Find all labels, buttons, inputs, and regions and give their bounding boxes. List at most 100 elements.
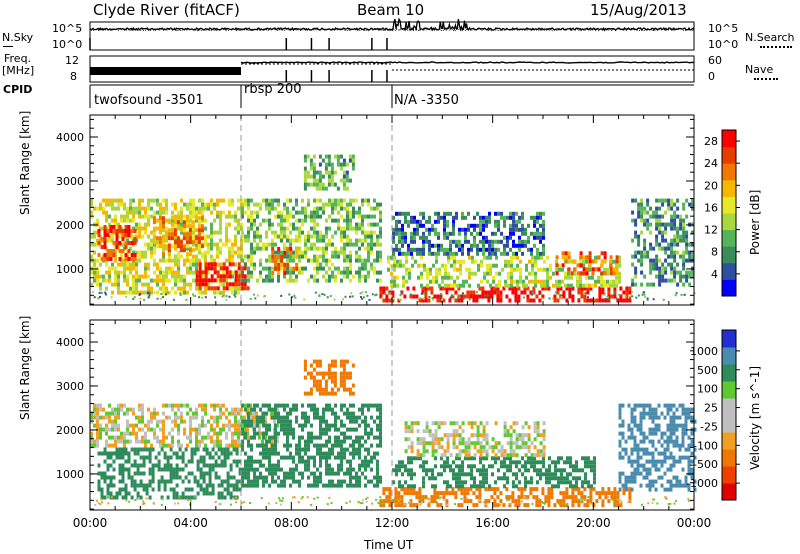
freq-band-twofsound bbox=[90, 67, 241, 75]
velocity-cbar-tick-2: 100 bbox=[697, 383, 718, 396]
freq-tick-top: 12 bbox=[65, 54, 79, 67]
power-colorbar-swatch-9 bbox=[722, 130, 736, 148]
nsky-series bbox=[90, 17, 695, 32]
velocity-cbar-tick-7: -1000 bbox=[686, 477, 718, 490]
velocity-colorbar-swatch-2 bbox=[722, 449, 736, 467]
freq-label: Freq. bbox=[4, 52, 32, 65]
nsky-label: N.Sky bbox=[2, 31, 34, 44]
velocity-colorbar-swatch-6 bbox=[722, 381, 736, 399]
power-cbar-tick-6: 28 bbox=[704, 135, 718, 148]
time-tick-1: 04:00 bbox=[173, 516, 208, 530]
time-tick-2: 08:00 bbox=[274, 516, 309, 530]
velocity-cbar-tick-6: -500 bbox=[693, 458, 718, 471]
power-region-11 bbox=[631, 198, 695, 287]
velocity-ytick-1000: 1000 bbox=[56, 468, 84, 481]
velocity-cbar-tick-3: 25 bbox=[704, 402, 718, 415]
velocity-colorbar-swatch-3 bbox=[722, 432, 736, 450]
velocity-cbar-tick-4: -25 bbox=[700, 420, 718, 433]
velocity-colorbar-swatch-0 bbox=[722, 483, 736, 501]
power-region-4 bbox=[241, 198, 382, 283]
velocity-cbar-tick-0: 1000 bbox=[690, 345, 718, 358]
power-region-1 bbox=[97, 225, 137, 261]
velocity-colorbar-swatch-4 bbox=[722, 415, 736, 433]
power-region-5 bbox=[271, 246, 299, 275]
power-cbar-tick-5: 24 bbox=[704, 157, 718, 170]
nave-tick-bottom: 0 bbox=[708, 70, 715, 83]
power-cbar-tick-3: 16 bbox=[704, 201, 718, 214]
velocity-ylabel: Slant Range [km] bbox=[18, 315, 32, 420]
cpid-segment-3: N/A -3350 bbox=[394, 93, 459, 108]
power-colorbar-frame bbox=[721, 129, 737, 297]
power-ytick-4000: 4000 bbox=[56, 131, 84, 144]
nave-tick-top: 60 bbox=[708, 54, 722, 67]
power-colorbar-swatch-6 bbox=[722, 179, 736, 197]
power-region-2 bbox=[195, 262, 250, 291]
power-cbar-tick-1: 8 bbox=[711, 246, 718, 259]
power-cbar-tick-0: 4 bbox=[711, 268, 718, 281]
power-region-3 bbox=[152, 216, 204, 257]
power-region-6 bbox=[303, 154, 355, 191]
velocity-ytick-4000: 4000 bbox=[56, 336, 84, 349]
velocity-ytick-2000: 2000 bbox=[56, 424, 84, 437]
beam-title: Beam 10 bbox=[357, 1, 425, 19]
power-colorbar-swatch-8 bbox=[722, 146, 736, 164]
velocity-colorbar-label: Velocity [m s^-1] bbox=[748, 365, 762, 470]
power-panel bbox=[89, 114, 696, 306]
power-region-9 bbox=[392, 211, 545, 256]
nave-label: Nave bbox=[745, 63, 774, 76]
cpid-segment-1: twofsound -3501 bbox=[94, 93, 204, 108]
velocity-cbar-tick-5: -100 bbox=[693, 439, 718, 452]
power-colorbar-swatch-7 bbox=[722, 163, 736, 181]
time-tick-4: 16:00 bbox=[475, 516, 510, 530]
power-colorbar-swatch-4 bbox=[722, 213, 736, 231]
time-tick-5: 20:00 bbox=[576, 516, 611, 530]
noise-right-tick-top: 10^5 bbox=[708, 22, 739, 35]
noise-right-tick-bottom: 10^0 bbox=[708, 38, 739, 51]
power-colorbar-swatch-3 bbox=[722, 229, 736, 247]
power-ytick-2000: 2000 bbox=[56, 219, 84, 232]
power-ylabel: Slant Range [km] bbox=[18, 110, 32, 215]
velocity-region-1 bbox=[97, 447, 242, 500]
freq-tick-bottom: 8 bbox=[70, 70, 77, 83]
power-cbar-tick-2: 12 bbox=[704, 224, 718, 237]
power-ytick-3000: 3000 bbox=[56, 175, 84, 188]
power-colorbar-label: Power [dB] bbox=[748, 189, 762, 255]
velocity-ytick-3000: 3000 bbox=[56, 380, 84, 393]
mhz-label: [MHz] bbox=[2, 64, 35, 77]
velocity-colorbar-swatch-8 bbox=[722, 347, 736, 365]
velocity-colorbar-frame bbox=[721, 329, 737, 501]
velocity-region-7 bbox=[618, 403, 697, 492]
nsearch-label: N.Search bbox=[745, 31, 795, 44]
nsearch-legend-line bbox=[760, 46, 792, 48]
nave-legend-line bbox=[754, 78, 778, 80]
velocity-colorbar-swatch-7 bbox=[722, 364, 736, 382]
date-title: 15/Aug/2013 bbox=[590, 1, 687, 19]
noise-left-tick-top: 10^5 bbox=[52, 22, 83, 35]
time-axis-label: Time UT bbox=[364, 538, 414, 552]
velocity-panel bbox=[89, 319, 697, 511]
freq-series bbox=[240, 61, 695, 64]
station-title: Clyde River (fitACF) bbox=[93, 1, 240, 19]
cpid-label: CPID bbox=[3, 83, 33, 96]
power-cbar-tick-4: 20 bbox=[704, 179, 718, 192]
velocity-colorbar-swatch-1 bbox=[722, 466, 736, 484]
power-colorbar-swatch-2 bbox=[722, 246, 736, 264]
noise-panel-frame bbox=[89, 21, 695, 51]
velocity-region-2 bbox=[241, 403, 382, 488]
velocity-colorbar-swatch-9 bbox=[722, 330, 736, 348]
power-colorbar-swatch-0 bbox=[722, 279, 736, 297]
velocity-region-6 bbox=[404, 421, 546, 458]
velocity-cbar-tick-1: 500 bbox=[697, 364, 718, 377]
time-tick-3: 12:00 bbox=[375, 516, 410, 530]
cpid-segment-2: rbsp 200 bbox=[244, 82, 302, 97]
nsky-legend-line bbox=[3, 46, 13, 47]
velocity-colorbar-swatch-5 bbox=[722, 398, 736, 416]
noise-left-tick-bottom: 10^0 bbox=[52, 38, 83, 51]
velocity-region-3 bbox=[303, 359, 355, 396]
velocity-region-5 bbox=[392, 456, 596, 489]
time-tick-6: 00:00 bbox=[677, 516, 712, 530]
power-colorbar-swatch-5 bbox=[722, 196, 736, 214]
power-colorbar-swatch-1 bbox=[722, 262, 736, 280]
power-ytick-1000: 1000 bbox=[56, 263, 84, 276]
